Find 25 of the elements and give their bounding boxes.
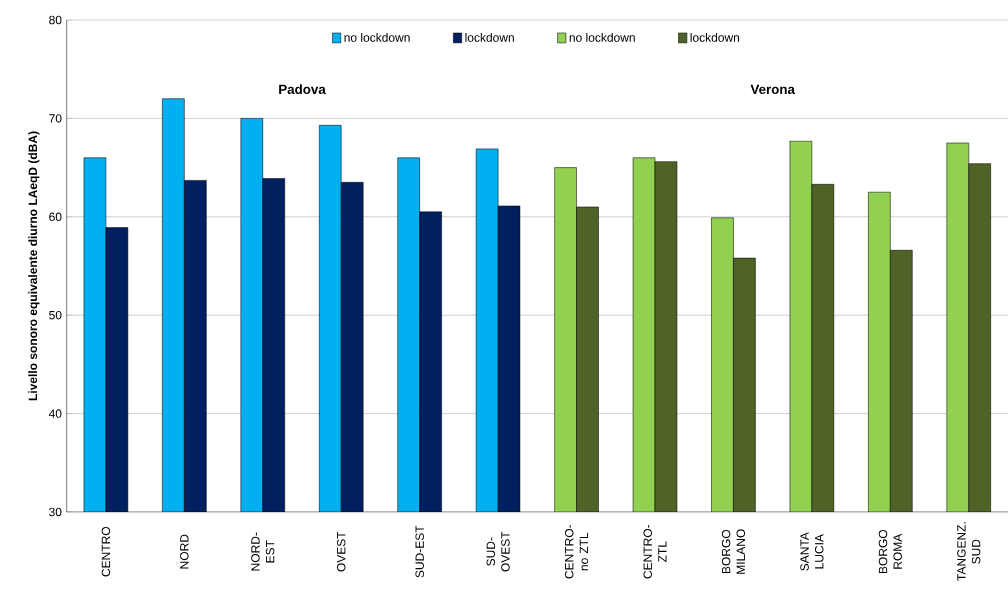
x-tick-label: SUD-EST bbox=[415, 525, 424, 578]
annotation: Padova bbox=[279, 84, 326, 94]
legend-label: no lockdown bbox=[569, 32, 635, 42]
x-tick-label: NORD-EST bbox=[251, 532, 275, 571]
x-tick-label: TANGENZ. SUD bbox=[957, 522, 981, 581]
x-tick-label: CENTRO bbox=[101, 526, 111, 577]
x-tick-label: CENTRO-ZTL bbox=[643, 524, 667, 579]
legend-label: lockdown bbox=[690, 32, 740, 42]
x-tick-label: SUD-OVEST bbox=[486, 531, 510, 572]
y-tick-label: 70 bbox=[49, 114, 62, 123]
x-tick-label: BORGO MILANO bbox=[721, 529, 746, 574]
legend-label: lockdown bbox=[465, 32, 514, 42]
y-tick-label: 60 bbox=[49, 212, 62, 222]
y-tick-label: 80 bbox=[49, 15, 62, 25]
x-tick-label: BORGO ROMA bbox=[878, 529, 902, 574]
y-tick-label: 50 bbox=[49, 310, 62, 320]
x-tick-label: OVEST bbox=[336, 531, 346, 572]
annotation: Verona bbox=[750, 84, 795, 94]
legend-label: no lockdown bbox=[344, 32, 410, 42]
x-tick-label: SANTA LUCIA bbox=[800, 532, 824, 571]
x-tick-label: NORD bbox=[180, 534, 189, 569]
x-tick-label: CENTRO-no ZTL bbox=[564, 524, 589, 579]
y-tick-label: 40 bbox=[48, 409, 62, 418]
y-tick-label: 30 bbox=[49, 507, 62, 517]
y-axis-title: Livello sonoro equivalente diurno LAeqD (dBA) bbox=[28, 131, 40, 401]
